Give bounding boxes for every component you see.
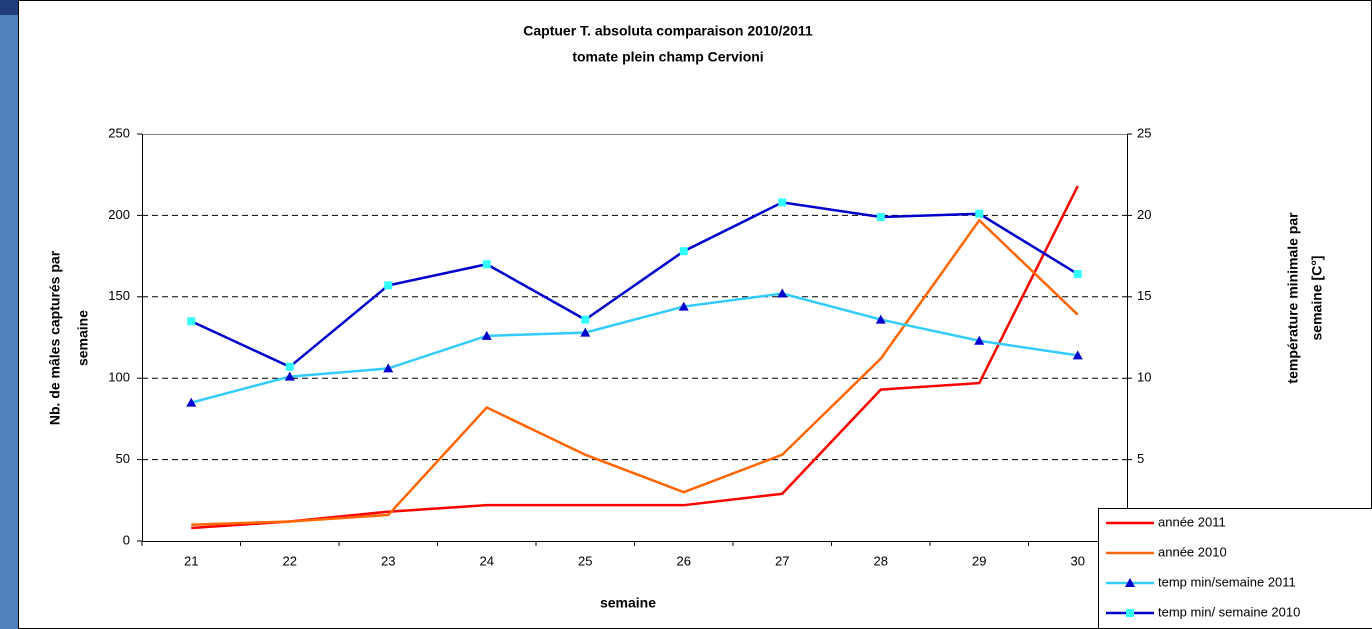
series-marker xyxy=(678,301,689,311)
y-axis-label: Nb. de mâles capturés par semaine xyxy=(47,250,91,425)
y-tick-label: 200 xyxy=(108,207,130,222)
side-strip xyxy=(0,0,18,629)
legend-label: temp min/ semaine 2010 xyxy=(1158,604,1300,619)
series-marker xyxy=(482,260,491,269)
series-marker xyxy=(580,327,591,337)
series-marker xyxy=(384,281,393,290)
x-tick-label: 24 xyxy=(480,553,494,568)
series-marker xyxy=(1072,350,1083,360)
legend-box xyxy=(1098,508,1372,629)
series-marker xyxy=(1073,270,1082,279)
series-marker xyxy=(481,330,492,340)
y2-tick-label: 10 xyxy=(1137,370,1151,385)
series-marker xyxy=(778,198,787,207)
series-marker xyxy=(974,335,985,345)
chart-subtitle: tomate plein champ Cervioni xyxy=(572,49,763,65)
legend-marker xyxy=(1125,578,1135,587)
y2-tick-label: 15 xyxy=(1137,288,1151,303)
series-marker xyxy=(186,397,197,407)
series-marker xyxy=(679,247,688,256)
y-axis-label-line: semaine xyxy=(75,310,91,366)
x-tick-label: 26 xyxy=(677,553,691,568)
series-marker xyxy=(875,314,886,324)
series-line xyxy=(190,292,1078,404)
series-line xyxy=(191,218,1079,526)
y2-axis-label: température minimale par semaine [C°] xyxy=(1285,212,1325,384)
legend-label: année 2010 xyxy=(1158,544,1227,559)
x-tick-label: 25 xyxy=(578,553,592,568)
legend: année 2011 année 2010 temp min/semaine 201… xyxy=(1098,508,1372,629)
series-marker xyxy=(876,213,885,222)
y2-tick-label: 20 xyxy=(1137,207,1151,222)
side-block xyxy=(0,0,18,15)
x-tick-label: 22 xyxy=(283,553,297,568)
series-marker xyxy=(581,315,590,324)
y2-tick-label: 25 xyxy=(1137,125,1151,140)
chart-title: Captuer T. absoluta comparaison 2010/201… xyxy=(523,23,813,39)
y-tick-label: 100 xyxy=(108,370,130,385)
y2-tick-label: 5 xyxy=(1137,451,1144,466)
x-tick-label: 30 xyxy=(1071,553,1085,568)
x-tick-label: 23 xyxy=(381,553,395,568)
series-marker xyxy=(975,209,984,218)
series-marker xyxy=(777,288,788,298)
legend-label: année 2011 xyxy=(1158,514,1226,529)
series-marker xyxy=(284,371,295,381)
x-axis-label: semaine xyxy=(600,595,656,611)
series-marker xyxy=(187,317,196,326)
y-axis-label-line: Nb. de mâles capturés par xyxy=(47,250,63,425)
series-line xyxy=(191,185,1079,530)
y-tick-label: 0 xyxy=(123,532,130,547)
series-marker xyxy=(383,363,394,373)
x-tick-label: 29 xyxy=(972,553,986,568)
y-tick-label: 150 xyxy=(108,288,130,303)
y-tick-label: 250 xyxy=(108,125,130,140)
x-tick-label: 28 xyxy=(874,553,888,568)
series-line xyxy=(190,201,1079,369)
x-tick-label: 21 xyxy=(184,553,198,568)
legend-label: temp min/semaine 2011 xyxy=(1158,574,1296,589)
y-tick-label: 50 xyxy=(116,451,130,466)
x-tick-label: 27 xyxy=(775,553,789,568)
y2-axis-label-line: température minimale par xyxy=(1285,212,1301,384)
y2-axis-label-line: semaine [C°] xyxy=(1309,256,1325,341)
legend-marker xyxy=(1126,609,1134,617)
series-marker xyxy=(285,362,294,371)
